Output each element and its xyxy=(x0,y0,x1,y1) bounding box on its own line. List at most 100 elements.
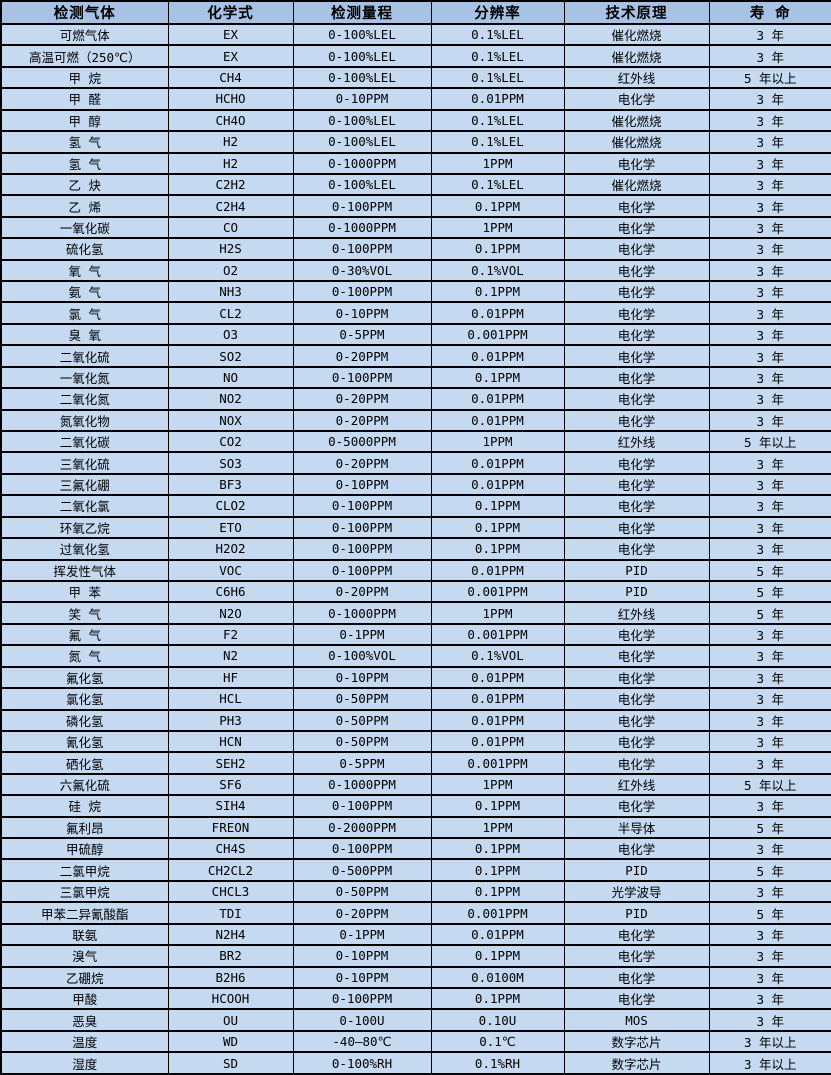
table-row: 甲 苯 C6H6 0-20PPM 0.001PPM PID 5 年 xyxy=(0,579,831,604)
header-row: 检测气体 化学式 检测量程 分辨率 技术原理 寿 命 xyxy=(0,0,831,25)
cell-resolution: 0.001PPM xyxy=(430,622,565,647)
cell-gas-name: 甲 苯 xyxy=(0,579,169,604)
cell-resolution: 0.01PPM xyxy=(430,451,565,475)
cell-range: 0-10PPM xyxy=(292,665,432,690)
cell-gas-name: 氯 气 xyxy=(0,301,169,325)
cell-range: 0-1000PPM xyxy=(292,601,432,625)
table-row: 氢 气 H2 0-1000PPM 1PPM 电化学 3 年 xyxy=(0,151,831,175)
cell-resolution: 0.1PPM xyxy=(430,944,565,968)
cell-range: 0-100%RH xyxy=(292,1051,432,1075)
cell-lifespan: 3 年 xyxy=(708,22,831,47)
cell-gas-name: 氟化氢 xyxy=(0,665,169,690)
cell-lifespan: 3 年以上 xyxy=(708,1051,831,1075)
cell-range: 0-100PPM xyxy=(292,837,432,861)
cell-resolution: 0.1PPM xyxy=(430,194,565,218)
cell-resolution: 0.1%RH xyxy=(430,1051,565,1075)
cell-principle: 电化学 xyxy=(563,944,710,968)
cell-resolution: 0.1PPM xyxy=(430,858,565,882)
table-row: 二氧化碳 CO2 0-5000PPM 1PPM 红外线 5 年以上 xyxy=(0,429,831,454)
cell-gas-name: 二氧化碳 xyxy=(0,429,169,454)
cell-formula: H2 xyxy=(167,130,294,154)
cell-gas-name: 六氟化硫 xyxy=(0,772,169,797)
cell-range: 0-100PPM xyxy=(292,194,432,218)
cell-principle: 电化学 xyxy=(563,708,710,732)
cell-principle: 数字芯片 xyxy=(563,1051,710,1075)
cell-formula: HCOOH xyxy=(167,986,294,1011)
cell-principle: 催化燃烧 xyxy=(563,108,710,133)
cell-lifespan: 3 年 xyxy=(708,922,831,947)
cell-formula: SIH4 xyxy=(167,794,294,818)
cell-range: 0-10PPM xyxy=(292,301,432,325)
cell-formula: B2H6 xyxy=(167,965,294,990)
cell-principle: 红外线 xyxy=(563,429,710,454)
cell-principle: 电化学 xyxy=(563,408,710,433)
cell-resolution: 0.10U xyxy=(430,1008,565,1032)
cell-gas-name: 三氯甲烷 xyxy=(0,879,169,904)
cell-resolution: 0.001PPM xyxy=(430,751,565,775)
cell-lifespan: 3 年 xyxy=(708,237,831,261)
cell-range: 0-20PPM xyxy=(292,579,432,604)
cell-gas-name: 氢 气 xyxy=(0,130,169,154)
cell-lifespan: 3 年 xyxy=(708,729,831,754)
cell-lifespan: 3 年 xyxy=(708,986,831,1011)
cell-formula: C2H4 xyxy=(167,194,294,218)
cell-range: 0-100%LEL xyxy=(292,130,432,154)
cell-principle: 电化学 xyxy=(563,472,710,497)
cell-resolution: 0.1℃ xyxy=(430,1029,565,1054)
cell-formula: N2O xyxy=(167,601,294,625)
cell-principle: 电化学 xyxy=(563,451,710,475)
table-row: 硒化氢 SEH2 0-5PPM 0.001PPM 电化学 3 年 xyxy=(0,751,831,775)
cell-principle: 电化学 xyxy=(563,986,710,1011)
cell-range: 0-100PPM xyxy=(292,515,432,540)
cell-formula: BF3 xyxy=(167,472,294,497)
table-row: 联氨 N2H4 0-1PPM 0.01PPM 电化学 3 年 xyxy=(0,922,831,947)
cell-principle: PID xyxy=(563,579,710,604)
cell-gas-name: 氟 气 xyxy=(0,622,169,647)
cell-principle: 电化学 xyxy=(563,258,710,283)
cell-range: 0-100U xyxy=(292,1008,432,1032)
cell-gas-name: 氮 气 xyxy=(0,644,169,668)
cell-gas-name: 甲 醇 xyxy=(0,108,169,133)
cell-lifespan: 3 年 xyxy=(708,665,831,690)
cell-formula: PH3 xyxy=(167,708,294,732)
cell-range: 0-1PPM xyxy=(292,922,432,947)
cell-formula: FREON xyxy=(167,815,294,840)
column-header-range: 检测量程 xyxy=(292,0,432,25)
cell-range: 0-1000PPM xyxy=(292,772,432,797)
cell-range: 0-20PPM xyxy=(292,344,432,368)
cell-gas-name: 甲 烷 xyxy=(0,65,169,90)
cell-range: 0-20PPM xyxy=(292,451,432,475)
cell-principle: PID xyxy=(563,858,710,882)
cell-lifespan: 3 年 xyxy=(708,344,831,368)
cell-gas-name: 甲苯二异氰酸酯 xyxy=(0,901,169,925)
cell-lifespan: 3 年 xyxy=(708,837,831,861)
table-row: 氯 气 CL2 0-10PPM 0.01PPM 电化学 3 年 xyxy=(0,301,831,325)
cell-gas-name: 乙 烯 xyxy=(0,194,169,218)
cell-lifespan: 3 年 xyxy=(708,687,831,711)
cell-gas-name: 硫化氢 xyxy=(0,237,169,261)
cell-resolution: 0.1%VOL xyxy=(430,258,565,283)
cell-formula: O2 xyxy=(167,258,294,283)
cell-lifespan: 3 年 xyxy=(708,879,831,904)
cell-lifespan: 3 年 xyxy=(708,494,831,518)
cell-principle: 电化学 xyxy=(563,365,710,390)
table-row: 甲苯二异氰酸酯 TDI 0-20PPM 0.001PPM PID 5 年 xyxy=(0,901,831,925)
cell-range: 0-100PPM xyxy=(292,365,432,390)
table-row: 可燃气体 EX 0-100%LEL 0.1%LEL 催化燃烧 3 年 xyxy=(0,22,831,47)
cell-principle: 电化学 xyxy=(563,151,710,175)
cell-principle: 电化学 xyxy=(563,794,710,818)
cell-range: 0-100PPM xyxy=(292,986,432,1011)
cell-formula: CH2CL2 xyxy=(167,858,294,882)
cell-formula: OU xyxy=(167,1008,294,1032)
table-row: 环氧乙烷 ETO 0-100PPM 0.1PPM 电化学 3 年 xyxy=(0,515,831,540)
cell-formula: BR2 xyxy=(167,944,294,968)
cell-principle: 催化燃烧 xyxy=(563,172,710,197)
cell-lifespan: 5 年 xyxy=(708,858,831,882)
cell-lifespan: 3 年 xyxy=(708,622,831,647)
cell-principle: PID xyxy=(563,901,710,925)
cell-formula: CH4S xyxy=(167,837,294,861)
cell-lifespan: 5 年 xyxy=(708,901,831,925)
cell-range: 0-30%VOL xyxy=(292,258,432,283)
cell-lifespan: 3 年 xyxy=(708,215,831,240)
cell-gas-name: 过氧化氢 xyxy=(0,537,169,561)
